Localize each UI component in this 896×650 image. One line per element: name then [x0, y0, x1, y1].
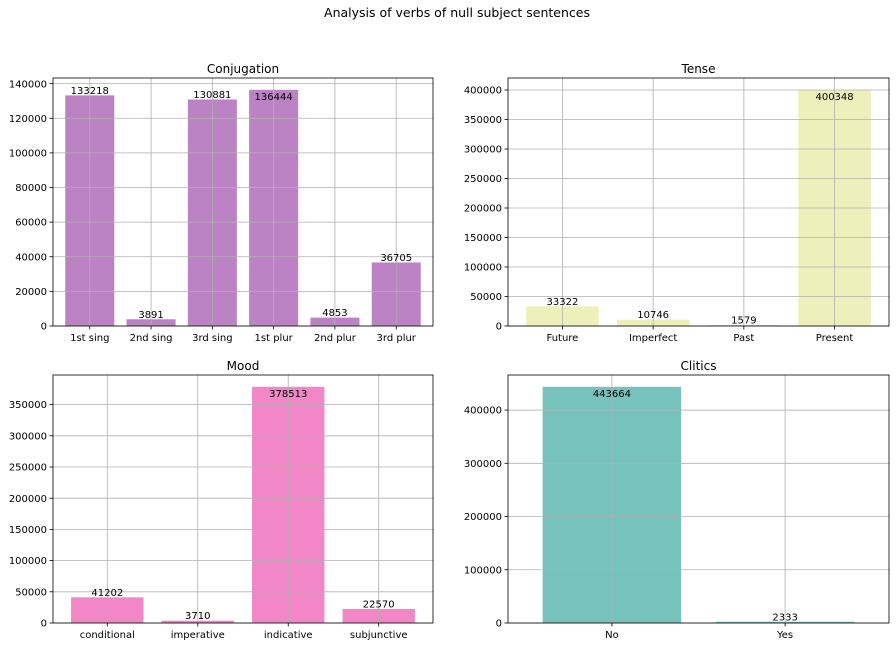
clitics-ytick-label: 100000 — [464, 565, 502, 576]
mood-ytick-label: 350000 — [9, 400, 47, 411]
conjugation-plot-area — [53, 78, 433, 326]
mood-chart: 0 50000 100000 150000 200000 250000 300000 3500… — [9, 359, 434, 641]
conjugation-data-label-3rd-sing: 130881 — [193, 90, 231, 101]
mood-data-label-conditional: 41202 — [91, 588, 123, 599]
tense-data-label-present: 400348 — [815, 92, 853, 103]
mood-axes-frame — [52, 374, 434, 624]
tense-data-label-imperfect: 10746 — [637, 310, 669, 321]
conjugation-ytick-label: 20000 — [15, 287, 47, 298]
conjugation-ytick-label: 40000 — [15, 252, 47, 263]
mood-data-label-subjunctive: 22570 — [363, 599, 395, 610]
clitics-data-label-no: 443664 — [593, 389, 631, 400]
conjugation-data-label-3rd-plur: 36705 — [380, 253, 412, 264]
tense-ytick-label: 300000 — [464, 145, 502, 156]
clitics-chart-title: Clitics — [681, 359, 717, 373]
conjugation-xtick-label: 2nd plur — [314, 333, 357, 344]
tense-ytick-label: 100000 — [464, 263, 502, 274]
tense-ytick-label: 350000 — [464, 115, 502, 126]
tense-ytick-label: 400000 — [464, 86, 502, 97]
conjugation-data-label-2nd-sing: 3891 — [138, 310, 163, 321]
clitics-ytick-label: 400000 — [464, 406, 502, 417]
tense-ytick-label: 250000 — [464, 174, 502, 185]
tense-ytick-label: 150000 — [464, 233, 502, 244]
conjugation-data-label-1st-sing: 133218 — [71, 86, 109, 97]
mood-xtick-label: indicative — [264, 630, 313, 641]
conjugation-xtick-label: 2nd sing — [130, 333, 173, 344]
conjugation-data-label-1st-plur: 136444 — [255, 92, 293, 103]
clitics-ytick-label: 200000 — [464, 512, 502, 523]
mood-xtick-label: subjunctive — [350, 630, 408, 641]
conjugation-ytick-label: 100000 — [9, 148, 47, 159]
conjugation-data-label-2nd-plur: 4853 — [322, 308, 347, 319]
mood-data-label-indicative: 378513 — [269, 389, 307, 400]
tense-xtick-label: Imperfect — [629, 333, 677, 344]
mood-ytick-label: 0 — [41, 619, 47, 630]
conjugation-xtick-label: 1st plur — [255, 333, 294, 344]
clitics-axes-frame — [507, 374, 890, 624]
mood-ytick-label: 200000 — [9, 494, 47, 505]
tense-xtick-label: Past — [733, 333, 754, 344]
tense-ytick-label: 200000 — [464, 204, 502, 215]
conjugation-ytick-label: 140000 — [9, 79, 47, 90]
tense-xtick-label: Future — [546, 333, 578, 344]
clitics-xtick-label: No — [605, 630, 619, 641]
clitics-ytick-label: 0 — [496, 619, 502, 630]
mood-xtick-label: imperative — [171, 630, 225, 641]
clitics-chart: 0 100000 200000 300000 400000 No Yes 443664 2333… — [464, 359, 890, 641]
conjugation-xtick-label: 3rd plur — [377, 333, 417, 344]
mood-data-label-imperative: 3710 — [185, 611, 210, 622]
mood-ytick-label: 50000 — [15, 587, 47, 598]
mood-ytick-label: 300000 — [9, 431, 47, 442]
conjugation-ytick-label: 60000 — [15, 218, 47, 229]
mood-ytick-label: 150000 — [9, 525, 47, 536]
clitics-xtick-label: Yes — [776, 630, 793, 641]
conjugation-xtick-label: 3rd sing — [192, 333, 233, 344]
tense-ytick-label: 0 — [496, 322, 502, 333]
mood-ytick-label: 250000 — [9, 463, 47, 474]
tense-ytick-label: 50000 — [470, 292, 502, 303]
mood-chart-title: Mood — [227, 359, 260, 373]
mood-plot-area — [53, 375, 433, 623]
conjugation-chart: 0 20000 40000 60000 80000 100000 120000 140000 1… — [9, 62, 434, 344]
tense-data-label-future: 33322 — [547, 297, 579, 308]
conjugation-chart-title: Conjugation — [207, 62, 279, 76]
tense-data-label-past: 1579 — [731, 316, 756, 327]
tense-xtick-label: Present — [816, 333, 854, 344]
mood-xtick-label: conditional — [80, 630, 135, 641]
conjugation-ytick-label: 0 — [41, 322, 47, 333]
clitics-ytick-label: 300000 — [464, 459, 502, 470]
conjugation-xtick-label: 1st sing — [70, 333, 109, 344]
tense-chart-title: Tense — [681, 62, 716, 76]
conjugation-ytick-label: 80000 — [15, 183, 47, 194]
clitics-data-label-yes: 2333 — [772, 612, 797, 623]
mood-ytick-label: 100000 — [9, 556, 47, 567]
tense-chart: 0 50000 100000 150000 200000 250000 300000 3500… — [464, 62, 890, 344]
conjugation-axes-frame — [52, 77, 434, 327]
tense-axes-frame — [507, 77, 890, 327]
figure-title: Analysis of verbs of null subject senten… — [324, 5, 590, 20]
conjugation-ytick-label: 120000 — [9, 114, 47, 125]
